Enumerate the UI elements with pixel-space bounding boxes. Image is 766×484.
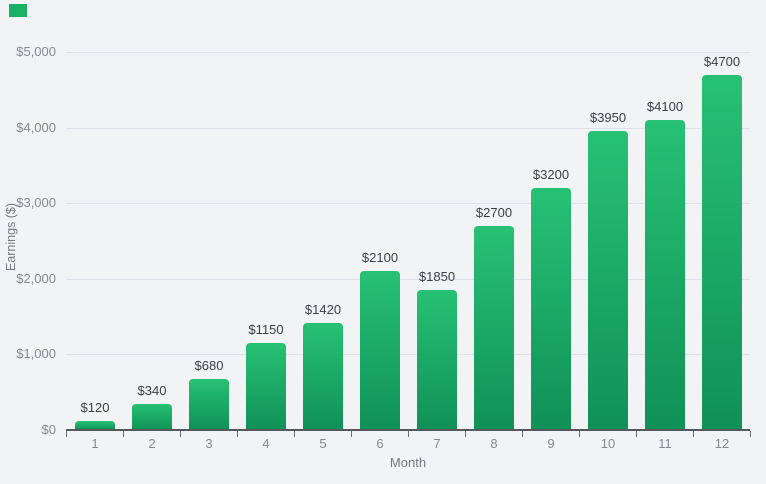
x-tick-label-5: 5	[319, 436, 327, 451]
x-tick-label-11: 11	[658, 436, 672, 451]
bar-month-1[interactable]	[75, 421, 115, 430]
x-axis-tick	[579, 431, 580, 437]
gridline-$4,000	[66, 128, 750, 129]
x-axis-tick	[636, 431, 637, 437]
y-tick-label: $1,000	[16, 346, 56, 361]
x-tick-label-1: 1	[91, 436, 99, 451]
bar-value-label: $2700	[475, 205, 513, 220]
x-axis-tick	[294, 431, 295, 437]
bar-month-11[interactable]	[645, 120, 685, 430]
x-axis-tick	[408, 431, 409, 437]
x-tick-label-7: 7	[433, 436, 441, 451]
gridline-$1,000	[66, 354, 750, 355]
x-axis-tick	[750, 431, 751, 437]
bar-value-label: $1420	[304, 302, 342, 317]
y-tick-label: $0	[41, 422, 56, 437]
x-axis-tick	[522, 431, 523, 437]
bar-month-10[interactable]	[588, 131, 628, 430]
bar-value-label: $2100	[361, 250, 399, 265]
gridline-$5,000	[66, 52, 750, 53]
bar-month-6[interactable]	[360, 271, 400, 430]
bar-value-label: $1850	[418, 269, 456, 284]
bar-month-7[interactable]	[417, 290, 457, 430]
bar-value-label: $340	[137, 383, 167, 398]
bar-month-3[interactable]	[189, 379, 229, 430]
bar-month-9[interactable]	[531, 188, 571, 430]
x-axis-tick	[351, 431, 352, 437]
bar-value-label: $4700	[703, 54, 741, 69]
y-tick-label: $3,000	[16, 195, 56, 210]
x-tick-label-12: 12	[714, 436, 730, 451]
x-tick-label-10: 10	[600, 436, 616, 451]
bar-value-label: $120	[80, 400, 110, 415]
x-tick-label-8: 8	[490, 436, 498, 451]
x-axis-tick	[237, 431, 238, 437]
bar-month-12[interactable]	[702, 75, 742, 430]
gridline-$3,000	[66, 203, 750, 204]
x-axis-tick	[123, 431, 124, 437]
x-axis-tick	[465, 431, 466, 437]
bar-value-label: $3950	[589, 110, 627, 125]
x-axis-title: Month	[389, 455, 427, 470]
bar-month-2[interactable]	[132, 404, 172, 430]
x-tick-label-3: 3	[205, 436, 213, 451]
bar-value-label: $680	[194, 358, 224, 373]
x-tick-label-6: 6	[376, 436, 384, 451]
x-axis-line	[66, 429, 750, 431]
bar-value-label: $1150	[248, 322, 284, 337]
x-axis-tick	[66, 431, 67, 437]
legend-swatch[interactable]	[9, 4, 27, 17]
x-tick-label-9: 9	[547, 436, 555, 451]
x-tick-label-4: 4	[262, 436, 270, 451]
y-tick-label: $5,000	[16, 44, 56, 59]
gridline-$2,000	[66, 279, 750, 280]
bar-month-4[interactable]	[246, 343, 286, 430]
bar-value-label: $4100	[646, 99, 684, 114]
x-axis-tick	[693, 431, 694, 437]
y-tick-label: $2,000	[16, 271, 56, 286]
bar-month-5[interactable]	[303, 323, 343, 430]
bar-value-label: $3200	[532, 167, 570, 182]
y-tick-label: $4,000	[16, 120, 56, 135]
x-axis-tick	[180, 431, 181, 437]
x-tick-label-2: 2	[148, 436, 156, 451]
bar-month-8[interactable]	[474, 226, 514, 430]
